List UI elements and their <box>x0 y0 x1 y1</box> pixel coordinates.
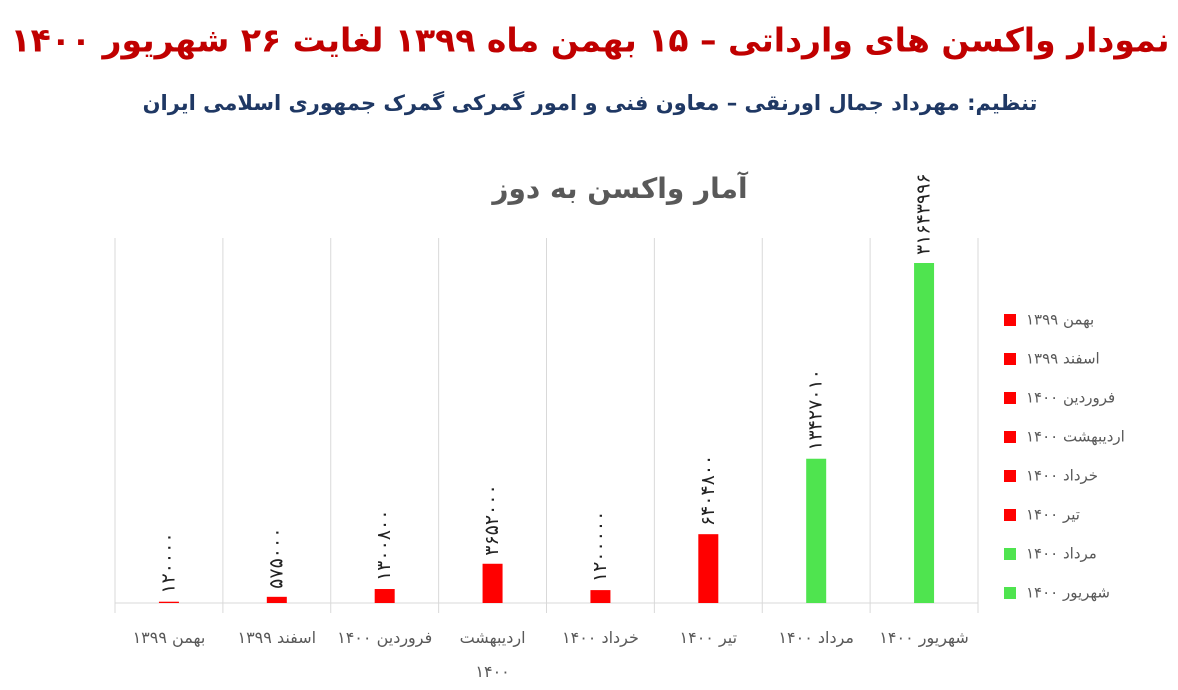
x-tick-label: اسفند ۱۳۹۹ <box>237 628 317 647</box>
x-tick-label: شهریور ۱۴۰۰ <box>879 628 969 647</box>
legend-swatch <box>1004 548 1016 560</box>
legend-swatch <box>1004 509 1016 521</box>
legend-swatch <box>1004 392 1016 404</box>
legend-swatch <box>1004 470 1016 482</box>
value-label: ۱۲۰۰۰۰ <box>157 532 179 593</box>
x-tick-label: اردیبهشت ۱۴۰۰ <box>459 628 526 681</box>
x-tick-label: فروردین ۱۴۰۰ <box>337 628 433 647</box>
x-tick-label: بهمن ۱۳۹۹ <box>132 628 206 647</box>
value-label: ۳۶۵۲۰۰۰ <box>481 484 503 555</box>
legend-swatch <box>1004 587 1016 599</box>
x-tick-label: تیر ۱۴۰۰ <box>679 628 738 647</box>
value-label: ۱۳۴۲۷۰۱۰ <box>805 369 827 451</box>
value-label: ۱۳۰۰۸۰۰ <box>373 510 395 581</box>
legend-label: فروردین ۱۴۰۰ <box>1026 389 1115 407</box>
legend-label: بهمن ۱۳۹۹ <box>1026 311 1094 329</box>
chart-title: آمار واکسن به دوز <box>490 171 749 205</box>
legend-swatch <box>1004 314 1016 326</box>
bar <box>590 590 611 603</box>
bar <box>698 534 719 603</box>
legend-swatch <box>1004 431 1016 443</box>
legend-label: خرداد ۱۴۰۰ <box>1026 467 1098 485</box>
legend-label: اردیبهشت ۱۴۰۰ <box>1026 428 1125 446</box>
x-tick-label: خرداد ۱۴۰۰ <box>562 628 639 647</box>
legend-label: شهریور ۱۴۰۰ <box>1026 584 1110 602</box>
bar <box>374 589 395 603</box>
subtitle: تنظیم: مهرداد جمال اورنقی – معاون فنی و … <box>143 90 1038 115</box>
value-label: ۵۷۵۰۰۰ <box>265 528 287 589</box>
value-label: ۶۴۰۴۸۰۰ <box>697 455 719 526</box>
legend-swatch <box>1004 353 1016 365</box>
bar <box>806 458 827 603</box>
legend-label: اسفند ۱۳۹۹ <box>1026 350 1100 368</box>
bar <box>482 563 503 603</box>
title: نمودار واکسن های وارداتی – ۱۵ بهمن ماه ۱… <box>10 21 1169 61</box>
value-label: ۱۲۰۰۰۰۰ <box>589 511 611 582</box>
bar <box>158 601 179 603</box>
legend-label: مرداد ۱۴۰۰ <box>1026 545 1097 563</box>
value-label: ۳۱۶۴۳۹۹۶ <box>913 173 935 255</box>
bar <box>266 596 287 603</box>
x-tick-label: مرداد ۱۴۰۰ <box>778 628 854 647</box>
legend-label: تیر ۱۴۰۰ <box>1026 506 1080 524</box>
bar <box>914 263 935 603</box>
